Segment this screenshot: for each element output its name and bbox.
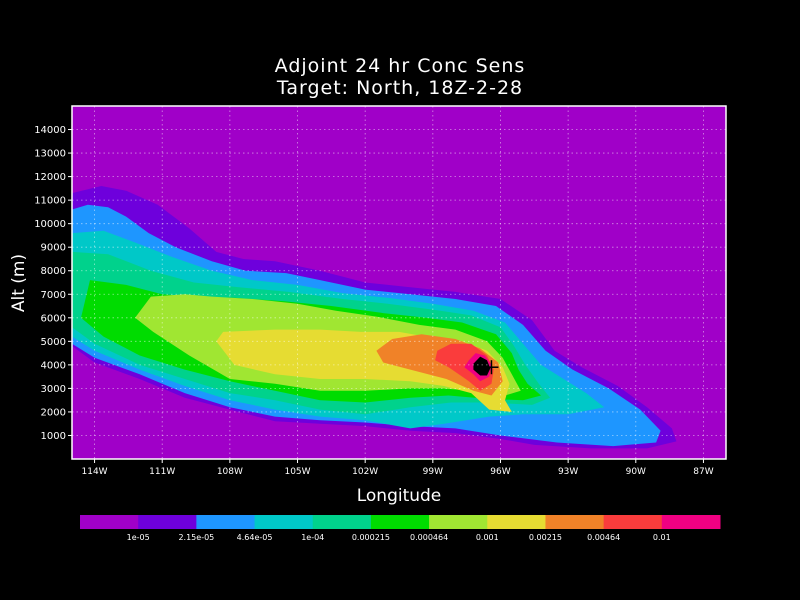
y-tick-label-10: 10000 <box>34 219 66 230</box>
colorbar-label-10: 0.01 <box>653 533 671 542</box>
grid-lines <box>72 106 726 459</box>
colorbar-swatch-3 <box>196 515 256 529</box>
colorbar-label-2: 2.15e-05 <box>178 533 214 542</box>
y-tick-label-13: 13000 <box>34 149 66 160</box>
contour-band-11 <box>473 356 491 376</box>
colorbar-label-1: 1e-05 <box>127 533 150 542</box>
colorbar-label-7: 0.001 <box>476 533 499 542</box>
chart-subtitle: Target: North, 18Z-2-28 <box>276 77 524 99</box>
colorbar-label-4: 1e-04 <box>301 533 324 542</box>
colorbar-swatch-2 <box>138 515 197 529</box>
colorbar-swatch-11 <box>661 515 721 529</box>
colorbar-label-5: 0.000215 <box>352 533 390 542</box>
colorbar-swatch-9 <box>545 515 605 529</box>
colorbar-swatch-8 <box>487 515 546 529</box>
colorbar: 1e-05 2.15e-05 4.64e-05 1e-04 0.000215 0.0004… <box>80 515 721 542</box>
x-axis-ticks: 114W 111W 108W 105W 102W 99W 96W 93W 90W 87W <box>82 459 714 477</box>
target-marker <box>484 360 499 375</box>
y-axis-label: Alt (m) <box>9 254 29 312</box>
x-axis-label: Longitude <box>357 486 442 506</box>
y-tick-label-12: 12000 <box>34 172 66 183</box>
x-tick-label-1: 114W <box>82 467 108 477</box>
colorbar-label-3: 4.64e-05 <box>237 533 273 542</box>
chart-title: Adjoint 24 hr Conc Sens <box>274 55 526 77</box>
x-tick-label-6: 99W <box>423 467 443 477</box>
y-tick-label-2: 2000 <box>41 407 66 418</box>
colorbar-swatch-10 <box>603 515 663 529</box>
y-tick-label-4: 4000 <box>41 360 66 371</box>
y-tick-label-1: 1000 <box>41 431 66 442</box>
x-tick-label-8: 93W <box>558 467 578 477</box>
x-tick-label-10: 87W <box>693 467 713 477</box>
x-tick-label-5: 102W <box>352 467 378 477</box>
y-tick-label-7: 7000 <box>41 290 66 301</box>
y-axis-ticks: 1000 2000 3000 4000 5000 6000 7000 8000 9000 1000… <box>34 125 72 442</box>
colorbar-label-8: 0.00215 <box>529 533 562 542</box>
y-tick-label-5: 5000 <box>41 337 66 348</box>
colorbar-swatch-4 <box>254 515 314 529</box>
y-tick-label-9: 9000 <box>41 243 66 254</box>
colorbar-label-6: 0.000464 <box>410 533 448 542</box>
x-tick-label-7: 96W <box>490 467 510 477</box>
y-tick-label-6: 6000 <box>41 313 66 324</box>
y-tick-label-14: 14000 <box>34 125 66 136</box>
colorbar-swatch-5 <box>312 515 372 529</box>
colorbar-label-9: 0.00464 <box>587 533 620 542</box>
plot-frame <box>71 105 727 460</box>
y-tick-label-3: 3000 <box>41 384 66 395</box>
x-tick-label-4: 105W <box>284 467 310 477</box>
x-tick-label-2: 111W <box>149 467 175 477</box>
y-tick-label-8: 8000 <box>41 266 66 277</box>
x-tick-label-9: 90W <box>626 467 646 477</box>
colorbar-swatch-7 <box>429 515 488 529</box>
colorbar-swatch-6 <box>370 515 430 529</box>
contour-fills <box>72 186 677 449</box>
y-tick-label-11: 11000 <box>34 196 66 207</box>
x-tick-label-3: 108W <box>217 467 243 477</box>
colorbar-swatch-1 <box>80 515 139 529</box>
